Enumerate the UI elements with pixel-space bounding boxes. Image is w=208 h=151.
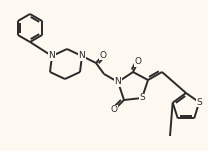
Text: O: O xyxy=(135,58,141,66)
Text: N: N xyxy=(79,51,85,61)
Text: S: S xyxy=(139,93,145,103)
Text: S: S xyxy=(196,98,202,107)
Text: O: O xyxy=(110,106,118,114)
Text: N: N xyxy=(49,51,55,61)
Text: N: N xyxy=(115,77,121,87)
Text: O: O xyxy=(99,50,106,59)
